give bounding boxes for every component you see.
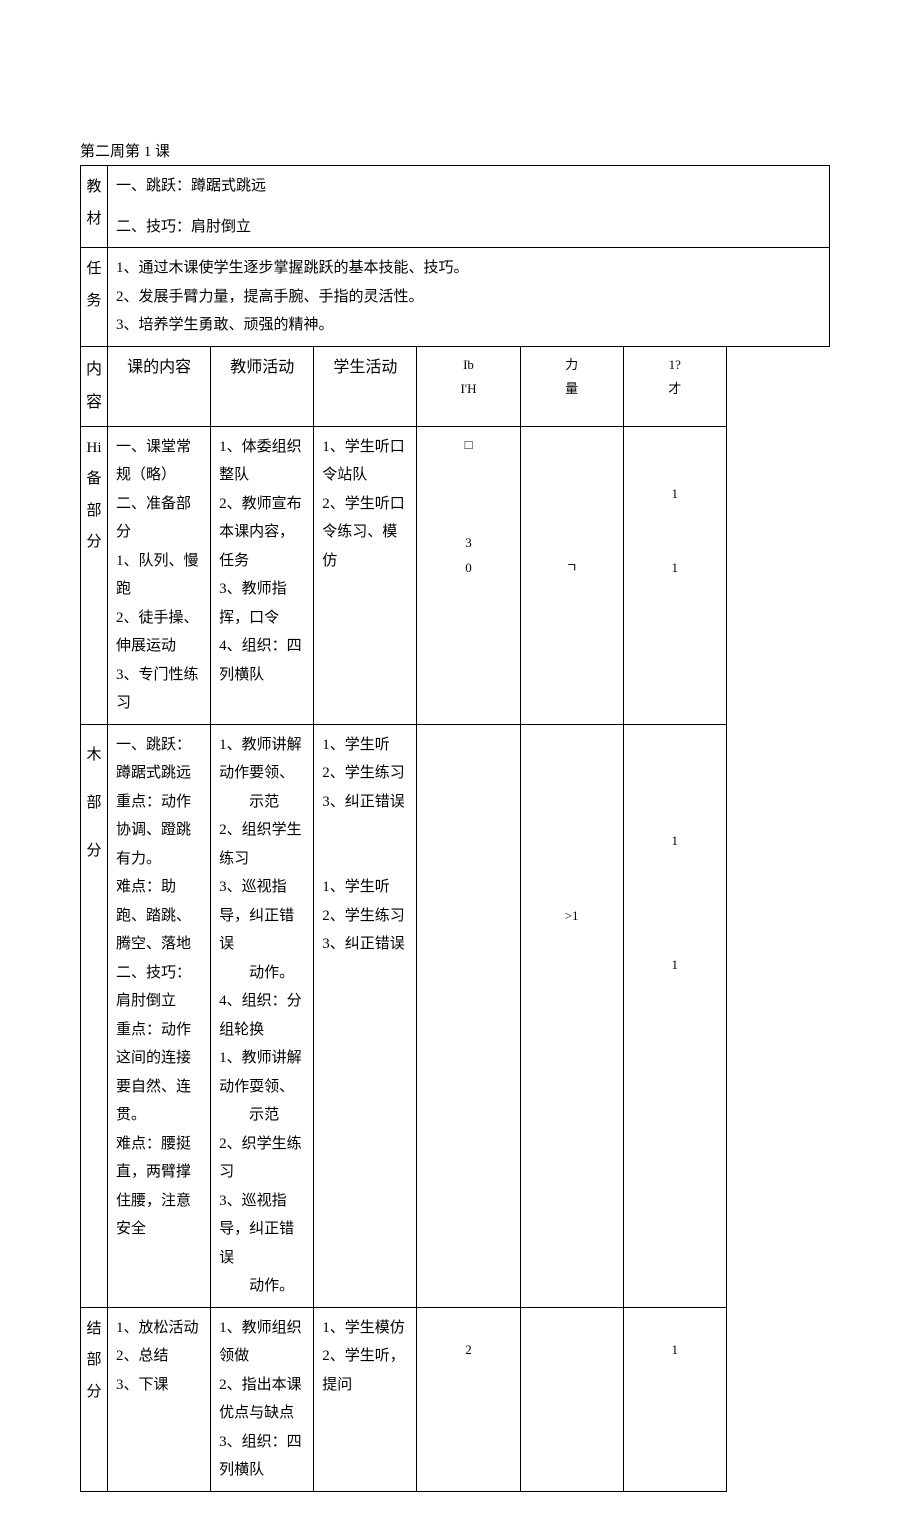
end-teacher: 1、教师组织领做 2、指出本课优点与缺点 3、组织：四列横队 <box>211 1307 314 1491</box>
prep-teacher: 1、体委组织整队 2、教师宣布本课内容，任务 3、教师指挥，口令 4、组织：四列… <box>211 426 314 724</box>
header-col2: 课的内容 <box>108 346 211 426</box>
jiaocai-line1: 一、跳跃：蹲踞式跳远 <box>108 166 830 207</box>
prep-label: Hi备部分 <box>81 426 108 724</box>
jiaocai-line2: 二、技巧：肩肘倒立 <box>108 207 830 248</box>
page-title: 第二周第 1 课 <box>80 140 830 161</box>
prep-student: 1、学生听口令站队 2、学生听口令练习、模仿 <box>314 426 417 724</box>
main-c5 <box>417 724 520 1307</box>
prep-content: 一、课堂常规（略） 二、准备部分 1、队列、慢跑 2、徒手操、伸展运动 3、专门… <box>108 426 211 724</box>
main-c6: >1 <box>520 724 623 1307</box>
header-col7: 1?才 <box>623 346 726 426</box>
renwu-line3: 3、培养学生勇敢、顽强的精神。 <box>116 311 821 340</box>
main-c7: 1 1 <box>623 724 726 1307</box>
end-content: 1、放松活动 2、总结 3、下课 <box>108 1307 211 1491</box>
renwu-line1: 1、通过木课使学生逐步掌握跳跃的基本技能、技巧。 <box>116 254 821 283</box>
header-col3: 教师活动 <box>211 346 314 426</box>
header-col4: 学生活动 <box>314 346 417 426</box>
prep-c7: 1 1 <box>623 426 726 724</box>
jiaocai-label: 教材 <box>81 166 108 248</box>
end-c5: 2 <box>417 1307 520 1491</box>
end-c6 <box>520 1307 623 1491</box>
main-content: 一、跳跃：蹲踞式跳远 重点：动作协调、蹬跳有力。 难点：助跑、踏跳、腾空、落地 … <box>108 724 211 1307</box>
main-teacher: 1、教师讲解动作要领、 示范 2、组织学生练习 3、巡视指导，纠正错误 动作。 … <box>211 724 314 1307</box>
renwu-line2: 2、发展手臂力量，提高手腕、手指的灵活性。 <box>116 283 821 312</box>
renwu-content: 1、通过木课使学生逐步掌握跳跃的基本技能、技巧。 2、发展手臂力量，提高手腕、手… <box>108 248 830 347</box>
end-student: 1、学生模仿 2、学生听，提问 <box>314 1307 417 1491</box>
end-c7: 1 <box>623 1307 726 1491</box>
renwu-label: 任务 <box>81 248 108 347</box>
prep-c6: ㄱ <box>520 426 623 724</box>
prep-c5: □ 3 0 <box>417 426 520 724</box>
lesson-plan-table: 教材 一、跳跃：蹲踞式跳远 二、技巧：肩肘倒立 任务 1、通过木课使学生逐步掌握… <box>80 165 830 1492</box>
main-label: 木 部 分 <box>81 724 108 1307</box>
header-col6: 力量 <box>520 346 623 426</box>
header-col1: 内容 <box>81 346 108 426</box>
header-col5: IbI'H <box>417 346 520 426</box>
main-student: 1、学生听 2、学生练习 3、纠正错误 1、学生听 2、学生练习 3、纠正错误 <box>314 724 417 1307</box>
end-label: 结 部 分 <box>81 1307 108 1491</box>
